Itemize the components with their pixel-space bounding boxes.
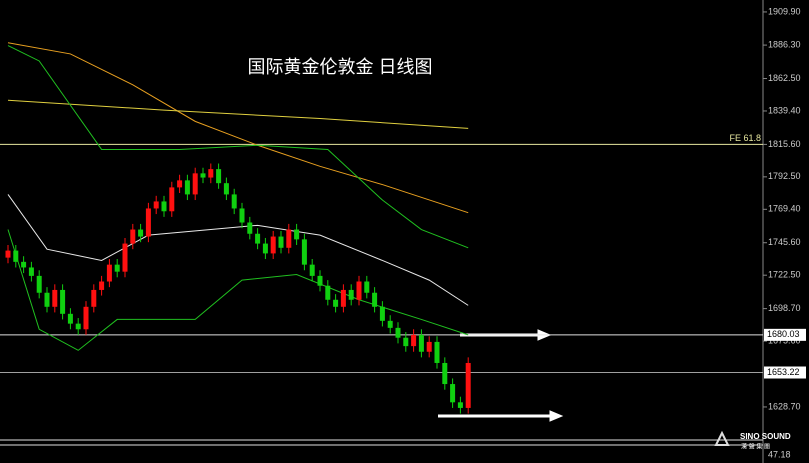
candle-body: [247, 222, 253, 234]
candle-body: [5, 250, 11, 258]
candle-body: [457, 402, 463, 408]
watermark-brand: SINO SOUND: [740, 432, 791, 441]
candle-body: [442, 362, 448, 385]
candle-body: [122, 243, 128, 272]
y-tick-label: 1628.70: [768, 401, 801, 411]
chart-title: 国际黄金伦敦金 日线图: [248, 57, 433, 77]
candle-body: [286, 229, 292, 248]
candle-body: [138, 229, 144, 237]
indicator-line: [7, 229, 469, 351]
logo: [714, 430, 730, 446]
candle-body: [372, 292, 378, 307]
candle-body: [21, 261, 27, 268]
watermark: SINO SOUND 漢 聲 集 團: [714, 430, 791, 451]
price-box-label: 1680.03: [767, 329, 800, 339]
candle-body: [317, 275, 323, 286]
candle-body: [91, 289, 97, 307]
candle-body: [340, 289, 346, 307]
candle-body: [114, 264, 120, 272]
indicator-line: [7, 45, 469, 249]
candle-body: [270, 236, 276, 254]
candle-body: [379, 306, 385, 321]
candle-body: [184, 180, 190, 195]
y-tick-label: 1698.70: [768, 303, 801, 313]
y-tick-label: 1745.60: [768, 237, 801, 247]
candle-body: [309, 264, 315, 276]
watermark-brand-cn: 漢 聲 集 團: [741, 443, 770, 451]
y-tick-label: 1769.40: [768, 204, 801, 214]
y-tick-label: 1792.50: [768, 171, 801, 181]
candle-body: [52, 289, 58, 307]
candle-body: [348, 289, 354, 300]
candle-body: [364, 281, 370, 293]
candle-body: [231, 194, 237, 209]
candle-body: [106, 264, 112, 282]
candle-body: [262, 243, 268, 254]
candle-body: [208, 169, 214, 178]
candle-body: [161, 201, 167, 212]
candle-body: [28, 267, 34, 276]
candle-body: [153, 201, 159, 209]
candle-body: [403, 337, 409, 347]
indicator-line: [7, 194, 469, 306]
candle-body: [44, 292, 50, 307]
candle-body: [200, 173, 206, 178]
candle-body: [450, 384, 456, 403]
candle-body: [83, 306, 89, 330]
candle-body: [278, 236, 284, 248]
candle-body: [36, 275, 42, 293]
candle-body: [239, 208, 245, 223]
candle-body: [130, 229, 136, 244]
price-box: [764, 366, 806, 379]
candle-body: [177, 180, 183, 188]
indicator-line: [7, 42, 469, 214]
price-box-label: 1653.22: [767, 367, 800, 377]
candle-body: [418, 334, 424, 352]
candle-body: [216, 169, 222, 184]
candle-body: [145, 208, 151, 237]
candle-body: [75, 323, 81, 330]
candle-body: [13, 250, 19, 262]
candle-body: [356, 281, 362, 300]
candle-body: [333, 299, 339, 307]
candle-body: [395, 327, 401, 338]
y-tick-label: 1909.90: [768, 6, 801, 16]
bottom-label: 47.18: [768, 449, 791, 459]
y-tick-label: 1722.50: [768, 270, 801, 280]
candle-body: [255, 233, 261, 244]
candle-body: [99, 281, 105, 290]
candle-body: [169, 187, 175, 212]
price-box: [764, 328, 806, 341]
indicator-line: [7, 99, 469, 129]
candle-body: [67, 313, 73, 324]
candle-body: [434, 341, 440, 363]
candle-body: [426, 341, 432, 352]
candle-body: [387, 320, 393, 328]
candle-body: [192, 173, 198, 195]
candle-body: [325, 285, 331, 300]
candle-body: [223, 183, 229, 195]
y-tick-label: 1862.50: [768, 73, 801, 83]
candle-body: [411, 334, 417, 347]
candle-body: [60, 289, 66, 314]
candle-body: [465, 362, 471, 408]
arrows: [438, 329, 564, 422]
y-tick-label: 1886.30: [768, 39, 801, 49]
candle-body: [294, 229, 300, 240]
candle-body: [301, 239, 307, 265]
y-tick-label: 1815.60: [768, 139, 801, 149]
level-label: FE 61.8: [729, 133, 761, 143]
y-tick-label: 1839.40: [768, 105, 801, 115]
